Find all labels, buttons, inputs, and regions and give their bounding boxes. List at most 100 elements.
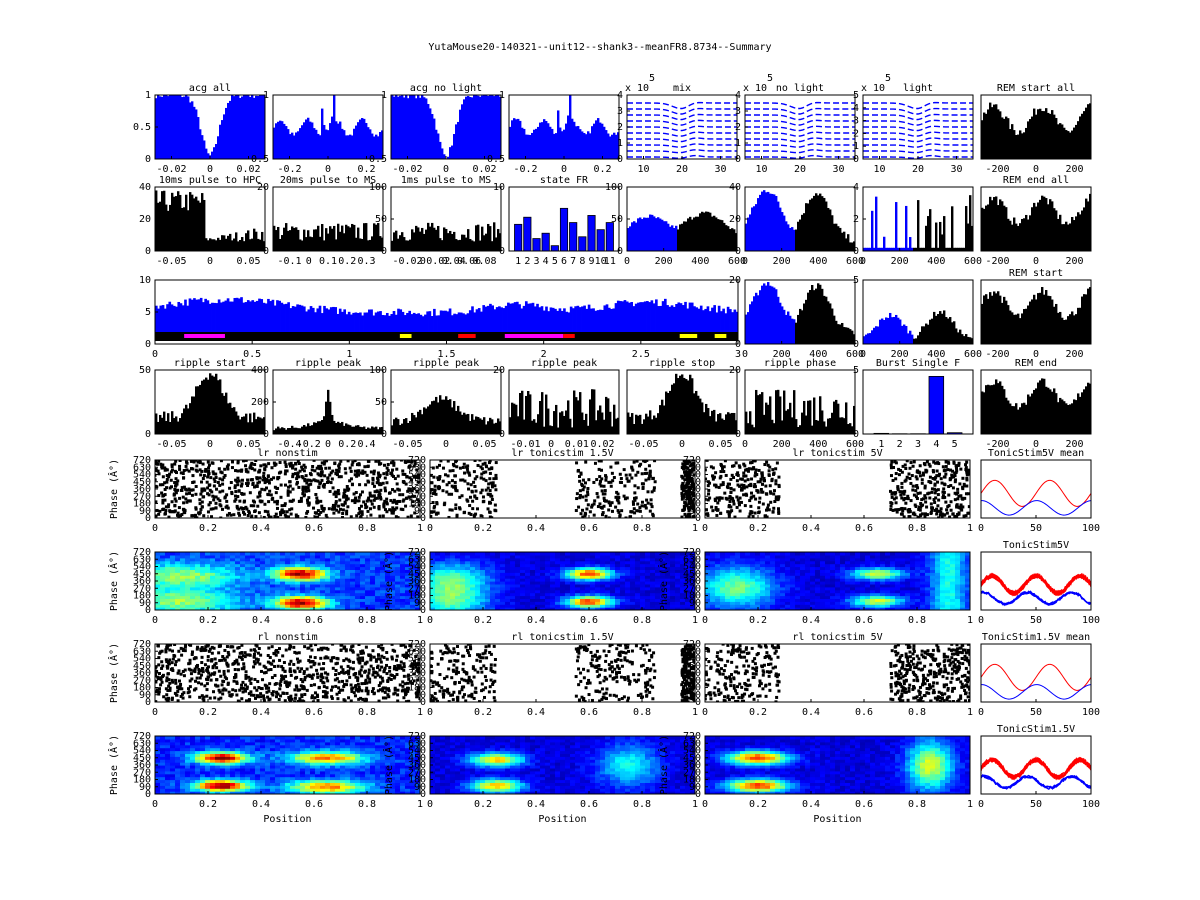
scatter-point	[334, 491, 338, 495]
heatmap-cell	[370, 552, 376, 556]
scatter-point	[482, 471, 486, 475]
histogram-bar	[228, 301, 232, 332]
heatmap-cell	[300, 572, 306, 576]
heatmap-cell	[280, 560, 286, 565]
histogram-bar	[381, 237, 383, 251]
scatter-point	[378, 514, 382, 518]
scatter-point	[947, 493, 951, 497]
heatmap-cell	[255, 604, 261, 608]
scatter-point	[371, 482, 375, 486]
histogram-bar	[1013, 217, 1016, 251]
scatter-point	[610, 509, 614, 513]
scatter-point	[176, 513, 180, 517]
histogram-bar	[313, 422, 316, 434]
scatter-point	[738, 509, 742, 513]
scatter-point	[575, 497, 579, 501]
heatmap-cell	[190, 560, 196, 565]
exponent-value: 5	[767, 73, 773, 84]
scatter-point	[942, 482, 946, 486]
y-tick-label: 0	[499, 246, 505, 257]
scatter-point	[226, 467, 230, 471]
histogram-bar	[1077, 121, 1080, 159]
heatmap-cell	[220, 572, 226, 576]
histogram-bar	[441, 399, 444, 434]
scatter-point	[579, 472, 583, 476]
histogram-bar	[823, 295, 826, 344]
heatmap-cell	[265, 552, 271, 556]
scatter-point	[216, 497, 220, 501]
histogram-bar	[793, 229, 796, 251]
heatmap-cell	[355, 572, 361, 576]
x-tick-label: 200	[891, 349, 909, 360]
scatter-point	[264, 486, 268, 490]
scatter-point	[284, 464, 288, 468]
scatter-point	[255, 477, 259, 481]
heatmap-cell	[160, 586, 166, 591]
heatmap-cell	[350, 572, 356, 576]
heatmap-cell	[345, 607, 351, 610]
histogram-bar	[991, 107, 994, 159]
scatter-point	[616, 509, 620, 513]
histogram-bar	[745, 314, 748, 344]
scatter-point	[262, 474, 266, 478]
heatmap-cell	[305, 581, 311, 585]
scatter-point	[645, 471, 649, 475]
x-tick-label: 400	[691, 256, 709, 267]
heatmap-cell	[300, 569, 306, 573]
y-tick-label: 630	[683, 462, 701, 473]
scatter-point	[640, 500, 644, 504]
scatter-point	[930, 487, 934, 491]
histogram-bar	[787, 311, 790, 344]
heatmap-cell	[210, 566, 216, 570]
histogram-bar	[913, 338, 916, 344]
scatter-point	[684, 515, 688, 518]
histogram-bar	[173, 196, 176, 251]
histogram-bar	[509, 126, 512, 159]
histogram-bar	[533, 129, 536, 159]
histogram-bar	[305, 237, 308, 251]
histogram-bar	[875, 326, 878, 344]
histogram-bar	[755, 204, 758, 251]
scatter-point	[188, 491, 192, 495]
y-tick-label: 1	[853, 141, 859, 152]
histogram-bar	[665, 221, 668, 251]
scatter-point	[201, 495, 205, 499]
heatmap-cell	[235, 566, 241, 570]
scatter-point	[303, 465, 307, 469]
histogram-bar	[543, 426, 546, 434]
scatter-point	[935, 507, 939, 511]
heatmap-cell	[195, 572, 201, 576]
scatter-point	[950, 473, 954, 477]
histogram-bar	[981, 391, 984, 434]
scatter-point	[934, 488, 938, 492]
histogram-bar	[791, 318, 794, 344]
heatmap-cell	[230, 586, 236, 591]
x-tick-label: 0.5	[243, 349, 261, 360]
scatter-point	[189, 488, 193, 492]
heatmap-cell	[265, 575, 271, 579]
scatter-point	[649, 498, 653, 502]
heatmap-cell	[205, 563, 211, 568]
scatter-point	[244, 460, 248, 462]
scatter-point	[685, 472, 689, 476]
heatmap-cell	[290, 563, 296, 568]
heatmap-cell	[245, 569, 251, 573]
scatter-point	[742, 474, 746, 478]
histogram-bar	[168, 301, 172, 332]
scatter-point	[322, 482, 326, 486]
histogram-bar	[851, 330, 854, 344]
scatter-point	[687, 509, 691, 513]
histogram-bar	[367, 127, 370, 159]
histogram-bar	[803, 303, 806, 344]
heatmap-cell	[230, 604, 236, 608]
heatmap-cell	[335, 554, 341, 559]
histogram-bar	[621, 301, 625, 332]
histogram-bar	[1083, 389, 1086, 434]
histogram-bar	[901, 325, 904, 344]
x-tick-label: 1	[417, 523, 423, 534]
histogram-bar	[319, 236, 322, 251]
x-tick-label: -200	[985, 164, 1009, 175]
heatmap-cell	[370, 572, 376, 576]
heatmap-cell	[155, 560, 161, 565]
